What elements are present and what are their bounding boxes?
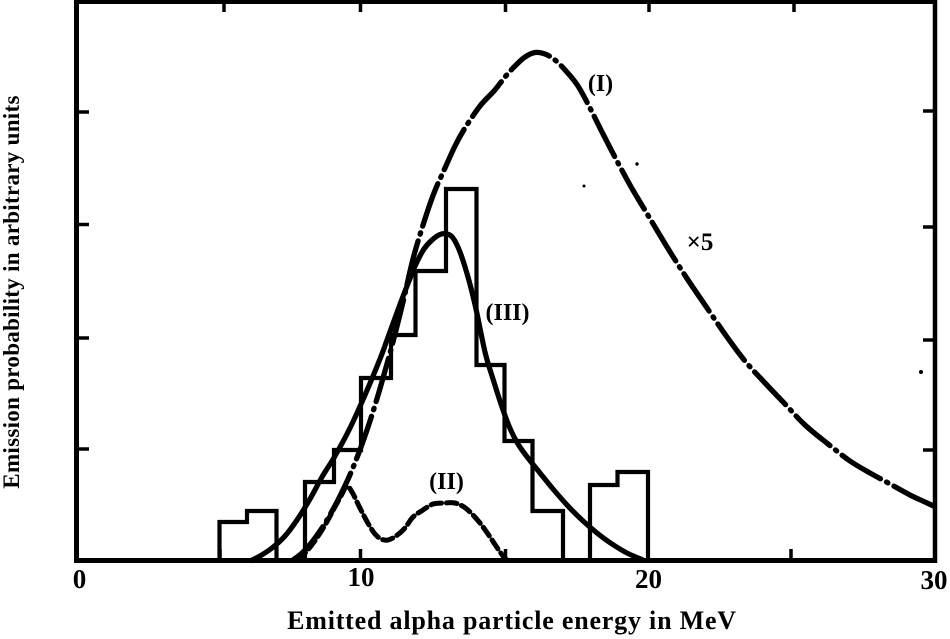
- svg-text:(II): (II): [429, 469, 464, 495]
- svg-text:10: 10: [348, 562, 375, 592]
- svg-text:(III): (III): [485, 300, 529, 326]
- svg-text:Emission probability in arbitr: Emission probability in arbitrary units: [0, 95, 24, 488]
- svg-text:20: 20: [635, 564, 662, 594]
- svg-text:×5: ×5: [687, 229, 714, 256]
- svg-text:Emitted alpha particle energy: Emitted alpha particle energy in MeV: [287, 606, 737, 635]
- svg-text:30: 30: [921, 565, 948, 595]
- svg-text:0: 0: [73, 564, 87, 594]
- svg-text:(I): (I): [588, 71, 613, 97]
